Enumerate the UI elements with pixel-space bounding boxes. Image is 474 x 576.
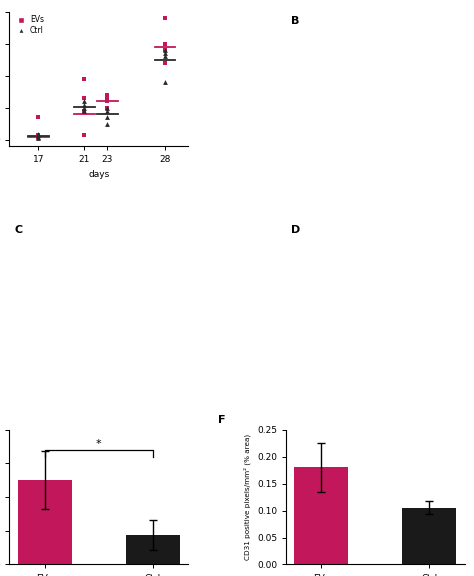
Point [161, 58, 169, 67]
Point [103, 119, 111, 128]
Point [35, 134, 42, 143]
Point [81, 131, 88, 140]
Point [103, 113, 111, 122]
Bar [402, 508, 456, 564]
Y-axis label: CD31 positive pixels/mm² (% area): CD31 positive pixels/mm² (% area) [244, 434, 251, 560]
Point [81, 97, 88, 106]
Point [103, 103, 111, 112]
X-axis label: days: days [88, 170, 109, 179]
Point [161, 78, 169, 87]
Point [161, 39, 169, 48]
Point [35, 132, 42, 141]
Point [161, 13, 169, 22]
Point [161, 48, 169, 58]
Point [81, 103, 88, 112]
Point [161, 46, 169, 55]
Point [161, 52, 169, 61]
Point [81, 74, 88, 84]
Point [35, 130, 42, 139]
Text: C: C [15, 225, 23, 234]
Point [103, 97, 111, 106]
Point [35, 129, 42, 138]
Point [81, 100, 88, 109]
Bar [126, 535, 180, 564]
Text: *: * [96, 439, 101, 449]
Bar [18, 480, 72, 564]
Point [81, 94, 88, 103]
Point [161, 46, 169, 55]
Point [35, 113, 42, 122]
Text: F: F [218, 415, 226, 425]
Text: D: D [292, 225, 301, 234]
Point [103, 94, 111, 103]
Text: B: B [292, 16, 300, 25]
Legend: EVs, Ctrl: EVs, Ctrl [13, 16, 44, 35]
Point [103, 103, 111, 112]
Point [35, 131, 42, 140]
Point [35, 132, 42, 141]
Point [81, 107, 88, 116]
Bar [294, 467, 348, 564]
Point [81, 107, 88, 116]
Point [103, 90, 111, 100]
Point [103, 107, 111, 116]
